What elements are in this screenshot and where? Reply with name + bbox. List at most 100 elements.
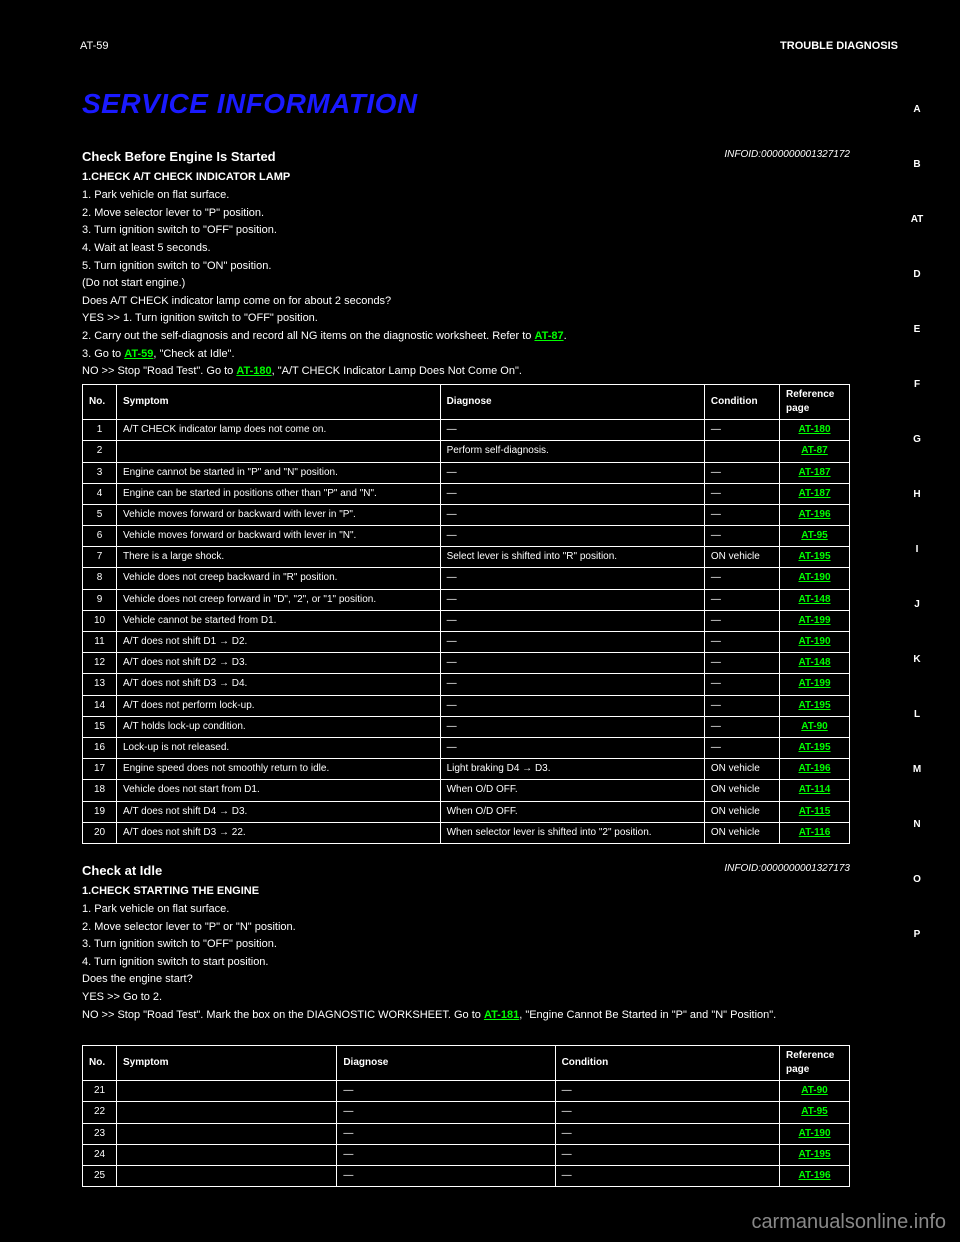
table-cell — [117, 1123, 337, 1144]
step-label-1: 1.CHECK A/T CHECK INDICATOR LAMP — [82, 170, 850, 186]
ref-link[interactable]: AT-199 — [798, 615, 830, 626]
ref-link[interactable]: AT-59 — [124, 348, 153, 360]
section-tab-i[interactable]: I — [904, 544, 930, 555]
header-band: TROUBLE DIAGNOSIS — [780, 40, 898, 52]
table-cell: — — [440, 526, 704, 547]
ref-link[interactable]: AT-195 — [798, 700, 830, 711]
ref-link[interactable]: AT-115 — [799, 806, 831, 817]
table-row: 9Vehicle does not creep forward in "D", … — [83, 589, 850, 610]
yes-2: YES >> Go to 2. — [82, 990, 850, 1006]
table-header: No. — [83, 1045, 117, 1080]
table-cell: 20 — [83, 822, 117, 843]
ref-link[interactable]: AT-116 — [799, 827, 831, 838]
table-cell: AT-196 — [780, 504, 850, 525]
no-1: NO >> Stop "Road Test". Go to AT-180, "A… — [82, 364, 850, 380]
table-cell — [117, 441, 441, 462]
ref-link[interactable]: AT-90 — [801, 721, 828, 732]
ref-link[interactable]: AT-95 — [801, 530, 828, 541]
table-row: 3Engine cannot be started in "P" and "N"… — [83, 462, 850, 483]
table-cell: — — [704, 462, 779, 483]
ref-link[interactable]: AT-190 — [798, 636, 830, 647]
ref-link[interactable]: AT-148 — [798, 657, 830, 668]
table-cell: ON vehicle — [704, 759, 779, 780]
table-cell: When O/D OFF. — [440, 801, 704, 822]
ref-link[interactable]: AT-180 — [798, 424, 830, 435]
section-tabs: A B AT D E F G H I J K L M N O P — [904, 104, 930, 940]
table-header: Symptom — [117, 384, 441, 419]
table-cell: AT-190 — [780, 632, 850, 653]
ref-link[interactable]: AT-195 — [798, 742, 830, 753]
table-cell: Vehicle cannot be started from D1. — [117, 610, 441, 631]
section-tab-j[interactable]: J — [904, 599, 930, 610]
ref-link[interactable]: AT-180 — [236, 365, 271, 377]
ref-link[interactable]: AT-199 — [798, 678, 830, 689]
question-1: Does A/T CHECK indicator lamp come on fo… — [82, 294, 850, 310]
table-header: Condition — [555, 1045, 779, 1080]
table-row: 6Vehicle moves forward or backward with … — [83, 526, 850, 547]
ref-link[interactable]: AT-195 — [798, 1149, 830, 1160]
table-row: 19A/T does not shift D4 → D3.When O/D OF… — [83, 801, 850, 822]
ref-link[interactable]: AT-95 — [801, 1106, 828, 1117]
section-tab-h[interactable]: H — [904, 489, 930, 500]
ref-link[interactable]: AT-148 — [798, 594, 830, 605]
section-tab-a[interactable]: A — [904, 104, 930, 115]
ref-link[interactable]: AT-196 — [798, 1170, 830, 1181]
step-lines-1: 1. Park vehicle on flat surface.2. Move … — [82, 188, 850, 292]
section-tab-p[interactable]: P — [904, 929, 930, 940]
section-tab-n[interactable]: N — [904, 819, 930, 830]
table-cell: 11 — [83, 632, 117, 653]
table-cell: AT-180 — [780, 420, 850, 441]
table-row: 24——AT-195 — [83, 1144, 850, 1165]
table-cell: Vehicle moves forward or backward with l… — [117, 504, 441, 525]
table-cell: A/T does not shift D1 → D2. — [117, 632, 441, 653]
section-tab-b[interactable]: B — [904, 159, 930, 170]
table-cell: There is a large shock. — [117, 547, 441, 568]
table-cell: — — [337, 1165, 555, 1186]
table-cell — [117, 1081, 337, 1102]
table-cell: 7 — [83, 547, 117, 568]
table-row: 12A/T does not shift D2 → D3.——AT-148 — [83, 653, 850, 674]
table-cell: — — [337, 1081, 555, 1102]
table-cell: — — [704, 526, 779, 547]
section-tab-e[interactable]: E — [904, 324, 930, 335]
table-cell: 14 — [83, 695, 117, 716]
section-tab-l[interactable]: L — [904, 709, 930, 720]
ref-link[interactable]: AT-195 — [798, 551, 830, 562]
table-cell: When O/D OFF. — [440, 780, 704, 801]
ref-link[interactable]: AT-190 — [798, 572, 830, 583]
section-tab-at[interactable]: AT — [904, 214, 930, 225]
table-cell: 17 — [83, 759, 117, 780]
table-cell: — — [704, 716, 779, 737]
ref-link[interactable]: AT-90 — [801, 1085, 828, 1096]
section-tab-k[interactable]: K — [904, 654, 930, 665]
table-row: 2Perform self-diagnosis.AT-87 — [83, 441, 850, 462]
ref-link[interactable]: AT-187 — [798, 488, 830, 499]
table-row: 1A/T CHECK indicator lamp does not come … — [83, 420, 850, 441]
ref-link[interactable]: AT-181 — [484, 1009, 519, 1021]
table-cell: 8 — [83, 568, 117, 589]
table-cell: — — [704, 695, 779, 716]
table-cell — [117, 1102, 337, 1123]
table-cell: — — [440, 420, 704, 441]
ref-link[interactable]: AT-190 — [798, 1128, 830, 1139]
ref-link[interactable]: AT-196 — [798, 763, 830, 774]
ref-link[interactable]: AT-187 — [798, 467, 830, 478]
section-tab-o[interactable]: O — [904, 874, 930, 885]
table-cell: Lock-up is not released. — [117, 737, 441, 758]
table-cell: 13 — [83, 674, 117, 695]
section-tab-d[interactable]: D — [904, 269, 930, 280]
table-row: 20A/T does not shift D3 → 22.When select… — [83, 822, 850, 843]
ref-link[interactable]: AT-196 — [798, 509, 830, 520]
section-tab-m[interactable]: M — [904, 764, 930, 775]
table-cell: Perform self-diagnosis. — [440, 441, 704, 462]
table-cell: — — [440, 653, 704, 674]
ref-link[interactable]: AT-87 — [801, 445, 828, 456]
table-cell: Select lever is shifted into "R" positio… — [440, 547, 704, 568]
table-cell: AT-199 — [780, 610, 850, 631]
section-tab-g[interactable]: G — [904, 434, 930, 445]
ref-link[interactable]: AT-87 — [534, 330, 563, 342]
section-tab-f[interactable]: F — [904, 379, 930, 390]
ref-link[interactable]: AT-114 — [799, 784, 831, 795]
table-cell: AT-195 — [780, 737, 850, 758]
table-cell: A/T does not shift D3 → 22. — [117, 822, 441, 843]
